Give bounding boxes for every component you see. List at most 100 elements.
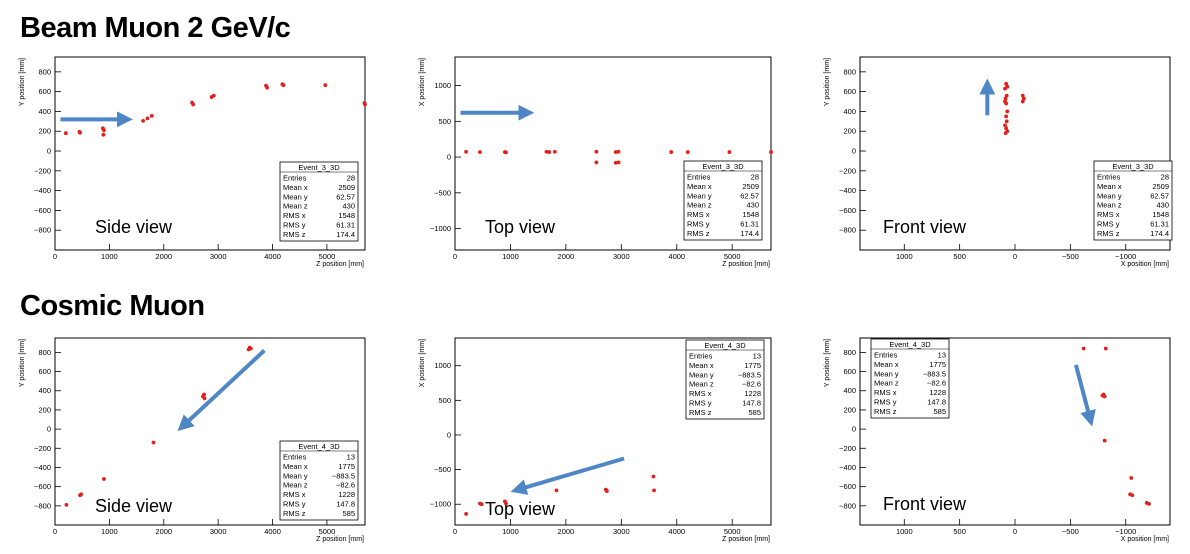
- data-point: [544, 149, 549, 154]
- x-tick-label: −500: [1062, 252, 1079, 261]
- stats-value: 1548: [338, 211, 355, 220]
- data-point: [248, 346, 253, 351]
- y-axis-label: Y position [mm]: [824, 339, 831, 387]
- x-tick-label: 4000: [264, 252, 281, 261]
- data-point: [554, 488, 559, 493]
- stats-label: Entries: [687, 173, 711, 182]
- y-tick-label: −600: [34, 206, 51, 215]
- x-tick-label: 1000: [101, 527, 118, 536]
- stats-value: −82.6: [336, 481, 355, 490]
- y-tick-label: 600: [38, 87, 51, 96]
- y-tick-label: 1000: [434, 81, 451, 90]
- y-tick-label: 1000: [434, 361, 451, 370]
- y-tick-label: −200: [839, 166, 856, 175]
- data-point: [1003, 96, 1008, 101]
- data-point: [1129, 476, 1134, 480]
- stats-label: Mean x: [283, 183, 308, 192]
- y-tick-label: 600: [38, 367, 51, 376]
- x-tick-label: 500: [953, 527, 966, 536]
- y-tick-label: −400: [839, 186, 856, 195]
- y-tick-label: 0: [447, 153, 451, 162]
- stats-value: 585: [933, 407, 946, 416]
- stats-value: 13: [753, 352, 761, 361]
- stats-label: RMS x: [283, 211, 306, 220]
- data-point: [479, 502, 484, 507]
- plot-beam-front: −800 −600 −400 −200 0 200 400 600 800 1000 500 0 −50…: [824, 56, 1173, 268]
- y-tick-label: −600: [34, 482, 51, 491]
- stats-value: 1548: [1152, 210, 1169, 219]
- data-point: [464, 512, 468, 516]
- data-point: [149, 113, 154, 118]
- x-tick-label: 2000: [155, 527, 172, 536]
- data-point: [769, 150, 773, 154]
- data-point: [265, 85, 270, 90]
- x-tick-label: 1000: [502, 527, 519, 536]
- view-label: Top view: [485, 499, 556, 519]
- stats-value: 2509: [742, 182, 759, 191]
- y-axis-label: Y position [mm]: [19, 58, 26, 106]
- stats-box: Event_3_3D Entries 28 Mean x 2509 Mean y 62.57…: [1093, 160, 1173, 241]
- data-point: [464, 149, 468, 154]
- stats-value: 13: [347, 453, 355, 462]
- stats-value: 147.8: [336, 500, 355, 509]
- y-tick-label: 0: [852, 425, 856, 434]
- stats-label: Mean x: [874, 360, 899, 369]
- stats-value: 62.57: [1150, 191, 1169, 200]
- x-tick-label: 0: [53, 527, 57, 536]
- y-tick-label: −200: [34, 444, 51, 453]
- y-tick-label: 0: [852, 147, 856, 156]
- x-tick-label: 3000: [613, 252, 630, 261]
- data-point: [652, 488, 656, 493]
- y-tick-label: −200: [34, 166, 51, 175]
- y-axis-label: X position [mm]: [419, 58, 426, 106]
- stats-label: Mean y: [1097, 191, 1122, 200]
- y-tick-label: 800: [38, 348, 51, 357]
- plot-beam-side: −800 −600 −400 −200 0 200 400 600 800 0 1000 2000 30…: [19, 56, 367, 268]
- stats-value: 2509: [1152, 182, 1169, 191]
- data-point: [651, 474, 656, 479]
- stats-box: Event_4_3D Entries 13 Mean x 1775 Mean y −883.…: [685, 339, 765, 420]
- x-tick-label: 2000: [558, 527, 575, 536]
- plot-cosmic-front: −800 −600 −400 −200 0 200 400 600 800 1000 500 0 −50…: [824, 337, 1171, 543]
- view-label: Front view: [883, 494, 967, 514]
- y-tick-label: 400: [38, 107, 51, 116]
- stats-label: RMS y: [687, 220, 710, 229]
- data-point: [78, 130, 82, 135]
- data-point: [605, 489, 609, 493]
- stats-value: 430: [342, 202, 355, 211]
- data-point: [64, 502, 69, 507]
- data-point: [1003, 123, 1007, 128]
- x-tick-label: 3000: [210, 527, 227, 536]
- y-tick-label: 800: [843, 67, 856, 76]
- view-label: Front view: [883, 217, 967, 237]
- data-point: [552, 149, 557, 154]
- data-point: [613, 160, 618, 165]
- stats-value: 28: [347, 174, 355, 183]
- data-point: [211, 93, 216, 98]
- data-point: [613, 150, 618, 154]
- stats-label: Mean y: [874, 369, 899, 378]
- x-axis-label: Z position [mm]: [722, 536, 770, 543]
- x-tick-label: 0: [453, 527, 457, 536]
- data-point: [594, 149, 599, 154]
- stats-value: −883.5: [923, 369, 946, 378]
- stats-value: 1775: [338, 462, 355, 471]
- section-title-cosmic: Cosmic Muon: [20, 290, 205, 322]
- stats-label: Mean x: [1097, 182, 1122, 191]
- data-point: [685, 150, 690, 154]
- stats-value: 174.4: [336, 230, 355, 239]
- data-point: [63, 131, 68, 136]
- x-tick-label: 4000: [264, 527, 281, 536]
- stats-value: 61.31: [336, 221, 355, 230]
- stats-value: 430: [1156, 201, 1169, 210]
- stats-label: Mean y: [283, 471, 308, 480]
- x-tick-label: 4000: [668, 252, 685, 261]
- x-axis-label: Z position [mm]: [316, 261, 364, 268]
- stats-label: Entries: [283, 453, 307, 462]
- y-tick-label: 200: [38, 405, 51, 414]
- x-tick-label: 0: [53, 252, 57, 261]
- stats-label: Mean z: [687, 201, 712, 210]
- data-point: [1081, 346, 1086, 351]
- stats-title: Event_3_3D: [1112, 162, 1154, 171]
- stats-value: 174.4: [1150, 229, 1169, 238]
